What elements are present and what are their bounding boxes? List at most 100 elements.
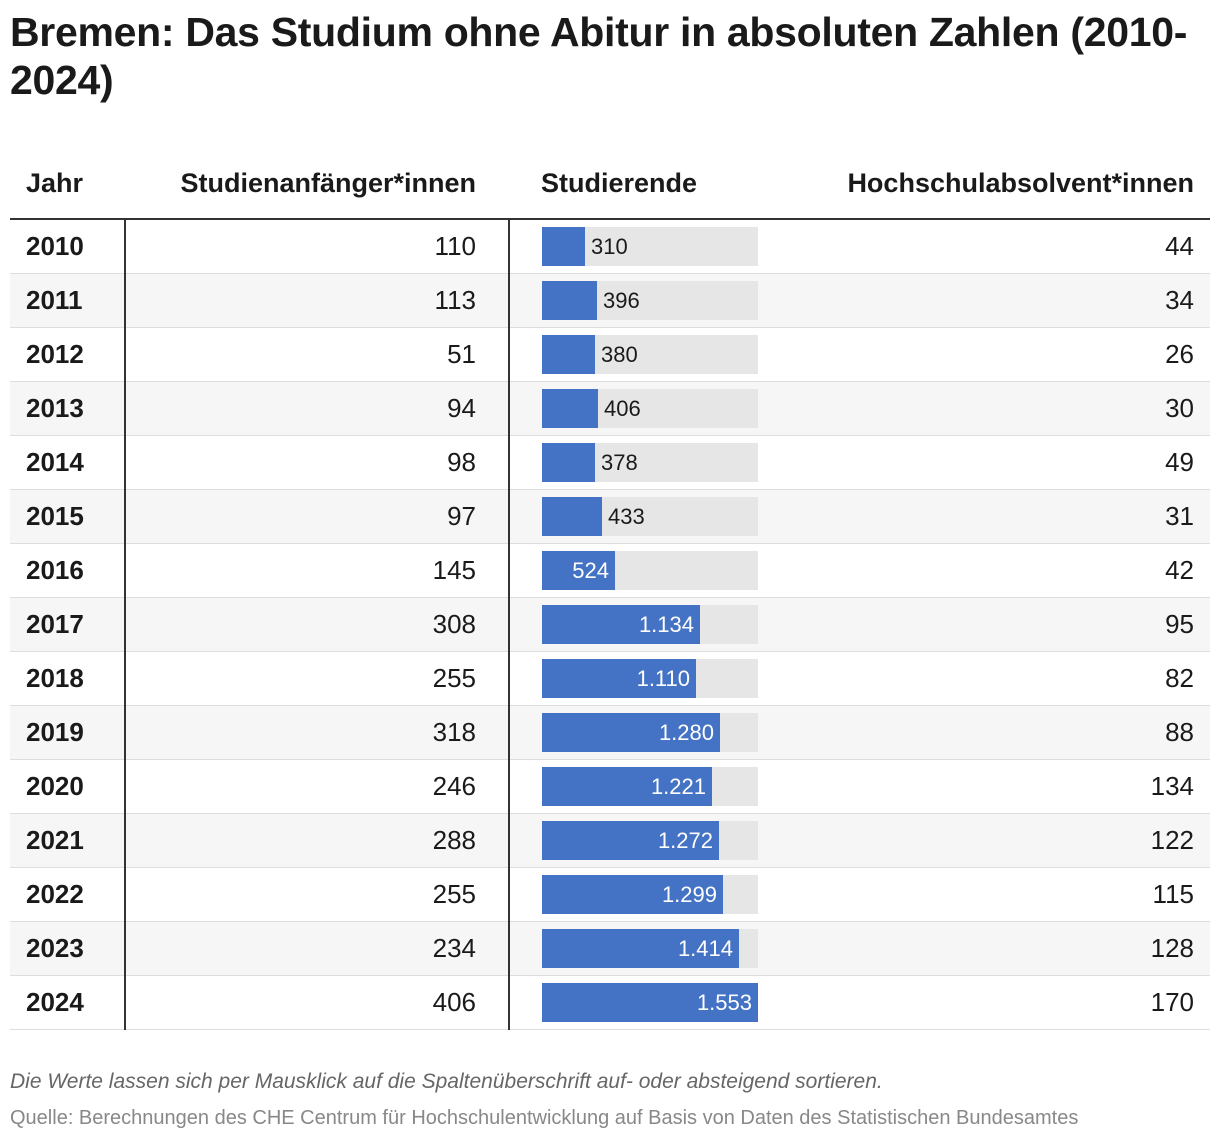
table-row: 2018 255 1.110 82 <box>10 652 1210 706</box>
year-column-divider <box>124 220 126 1030</box>
students-bar <box>542 443 595 482</box>
first-year-students-cell: 94 <box>447 393 476 423</box>
year-cell: 2015 <box>26 501 84 531</box>
table-row: 2019 318 1.280 88 <box>10 706 1210 760</box>
first-year-students-cell: 308 <box>432 609 476 639</box>
table-row: 2012 51 380 26 <box>10 328 1210 382</box>
students-bar <box>542 389 598 428</box>
table-row: 2024 406 1.553 170 <box>10 976 1210 1030</box>
students-bar-track: 1.134 <box>542 605 758 644</box>
year-cell: 2013 <box>26 393 84 423</box>
first-year-students-cell: 288 <box>432 825 476 855</box>
students-bar-track: 310 <box>542 227 758 266</box>
table-row: 2017 308 1.134 95 <box>10 598 1210 652</box>
students-bar-track: 1.553 <box>542 983 758 1022</box>
year-cell: 2016 <box>26 555 84 585</box>
table-row: 2014 98 378 49 <box>10 436 1210 490</box>
students-bar <box>542 227 585 266</box>
table-row: 2020 246 1.221 134 <box>10 760 1210 814</box>
graduates-cell: 88 <box>1165 717 1194 747</box>
students-bar-label: 310 <box>591 234 628 259</box>
students-bar-label: 380 <box>601 342 638 367</box>
year-cell: 2011 <box>26 285 83 315</box>
students-bar-track: 524 <box>542 551 758 590</box>
students-bar <box>542 875 723 914</box>
students-bar <box>542 335 595 374</box>
students-bar <box>542 659 696 698</box>
students-bar-track: 1.280 <box>542 713 758 752</box>
students-bar <box>542 605 700 644</box>
students-bar-label: 1.553 <box>696 990 752 1015</box>
students-bar-track: 1.414 <box>542 929 758 968</box>
year-cell: 2024 <box>26 987 84 1017</box>
column-header-students[interactable]: Studierende <box>541 168 698 198</box>
graduates-cell: 95 <box>1165 609 1194 639</box>
graduates-cell: 134 <box>1150 771 1194 801</box>
graduates-cell: 30 <box>1165 393 1194 423</box>
year-cell: 2014 <box>26 447 84 477</box>
students-bar-track: 406 <box>542 389 758 428</box>
students-bar-track: 380 <box>542 335 758 374</box>
column-header-year[interactable]: Jahr <box>26 168 84 198</box>
graduates-cell: 82 <box>1165 663 1194 693</box>
students-bar-track: 1.110 <box>542 659 758 698</box>
chart-title: Bremen: Das Studium ohne Abitur in absol… <box>10 9 1188 103</box>
students-bar <box>542 767 712 806</box>
students-bar-label: 1.280 <box>658 720 714 745</box>
table-row: 2011 113 396 34 <box>10 274 1210 328</box>
first-year-students-cell: 97 <box>447 501 476 531</box>
students-bar-label: 406 <box>604 396 641 421</box>
year-cell: 2019 <box>26 717 84 747</box>
year-cell: 2023 <box>26 933 84 963</box>
column-header-first-year-students[interactable]: Studienanfänger*innen <box>180 168 476 198</box>
year-cell: 2020 <box>26 771 84 801</box>
table-row: 2016 145 524 42 <box>10 544 1210 598</box>
source-note: Quelle: Berechnungen des CHE Centrum für… <box>10 1107 1079 1129</box>
first-year-students-cell: 110 <box>434 231 476 261</box>
year-cell: 2017 <box>26 609 84 639</box>
first-year-students-cell: 318 <box>432 717 476 747</box>
table-row: 2023 234 1.414 128 <box>10 922 1210 976</box>
students-bar <box>542 551 615 590</box>
graduates-cell: 26 <box>1165 339 1194 369</box>
data-table: Jahr Studienanfänger*innen Studierende H… <box>10 160 1210 1030</box>
students-bar <box>542 713 720 752</box>
students-bar-track: 396 <box>542 281 758 320</box>
graduates-cell: 128 <box>1150 933 1194 963</box>
students-bar <box>542 983 758 1022</box>
students-bar-track: 378 <box>542 443 758 482</box>
students-bar <box>542 497 602 536</box>
students-bar-track: 433 <box>542 497 758 536</box>
year-cell: 2010 <box>26 231 84 261</box>
table-row: 2015 97 433 31 <box>10 490 1210 544</box>
table-row: 2013 94 406 30 <box>10 382 1210 436</box>
students-bar-label: 396 <box>603 288 640 313</box>
first-year-students-cell: 406 <box>432 987 476 1017</box>
first-year-students-cell: 145 <box>432 555 476 585</box>
graduates-cell: 49 <box>1165 447 1194 477</box>
students-bar-label: 378 <box>601 450 638 475</box>
graduates-cell: 115 <box>1152 879 1194 909</box>
graduates-cell: 42 <box>1165 555 1194 585</box>
table-body: 2010 110 310 44 2011 113 396 34 2012 51 380 26 2013 9… <box>10 220 1210 1030</box>
graduates-cell: 122 <box>1150 825 1194 855</box>
table-row: 2010 110 310 44 <box>10 220 1210 274</box>
students-bar <box>542 281 597 320</box>
graduates-cell: 44 <box>1165 231 1194 261</box>
students-bar-label: 1.110 <box>636 666 690 691</box>
graduates-cell: 31 <box>1165 501 1194 531</box>
students-bar <box>542 929 739 968</box>
students-bar-track: 1.272 <box>542 821 758 860</box>
first-year-students-cell: 234 <box>432 933 476 963</box>
students-bar-label: 1.299 <box>661 882 717 907</box>
column-header-graduates[interactable]: Hochschulabsolvent*innen <box>847 168 1194 198</box>
students-bar-track: 1.299 <box>542 875 758 914</box>
graduates-cell: 34 <box>1165 285 1194 315</box>
students-bar-label: 433 <box>608 504 645 529</box>
first-year-students-cell: 255 <box>432 879 476 909</box>
table-row: 2022 255 1.299 115 <box>10 868 1210 922</box>
students-bar-label: 1.414 <box>677 936 733 961</box>
students-bar-label: 1.221 <box>650 774 706 799</box>
first-year-students-cell: 51 <box>447 339 476 369</box>
students-bar <box>542 821 719 860</box>
